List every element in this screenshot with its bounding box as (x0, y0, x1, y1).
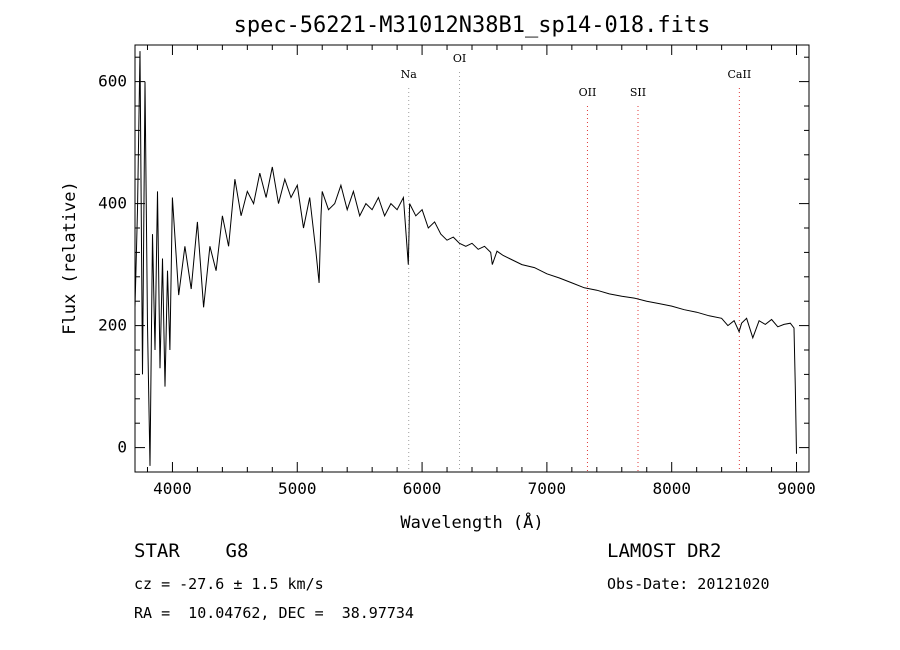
reference-line-label-na: Na (401, 68, 418, 81)
survey-name: LAMOST DR2 (607, 540, 722, 562)
reference-line-label-caii: CaII (728, 68, 752, 81)
reference-line-label-oii: OII (579, 86, 597, 99)
x-tick-label: 5000 (278, 479, 317, 498)
object-class: STAR G8 (134, 540, 249, 562)
x-axis-label: Wavelength (Å) (400, 511, 543, 533)
y-tick-label: 0 (117, 438, 127, 457)
y-tick-label: 400 (98, 194, 127, 213)
reference-line-label-oi: OI (453, 52, 466, 65)
x-tick-label: 4000 (153, 479, 192, 498)
x-tick-label: 9000 (777, 479, 816, 498)
x-tick-label: 8000 (652, 479, 691, 498)
y-axis-ticks: 0 200 400 600 (98, 56, 809, 473)
chart-title: spec-56221-M31012N38B1_sp14-018.fits (234, 13, 711, 38)
reference-line-label-sii: SII (630, 86, 646, 99)
observation-date: Obs-Date: 20121020 (607, 575, 770, 593)
x-axis-ticks: 4000 5000 6000 7000 8000 9000 (146, 45, 816, 498)
x-tick-label: 7000 (528, 479, 567, 498)
y-axis-label: Flux (relative) (60, 181, 80, 335)
y-tick-label: 600 (98, 72, 127, 91)
spectrum-series-line (134, 51, 797, 466)
y-tick-label: 200 (98, 316, 127, 335)
x-tick-label: 6000 (403, 479, 442, 498)
plot-frame (134, 44, 810, 473)
reference-lines: Na OI OII SII CaII (401, 52, 752, 472)
redshift-cz: cz = -27.6 ± 1.5 km/s (134, 575, 324, 593)
coordinates: RA = 10.04762, DEC = 38.97734 (134, 604, 414, 622)
